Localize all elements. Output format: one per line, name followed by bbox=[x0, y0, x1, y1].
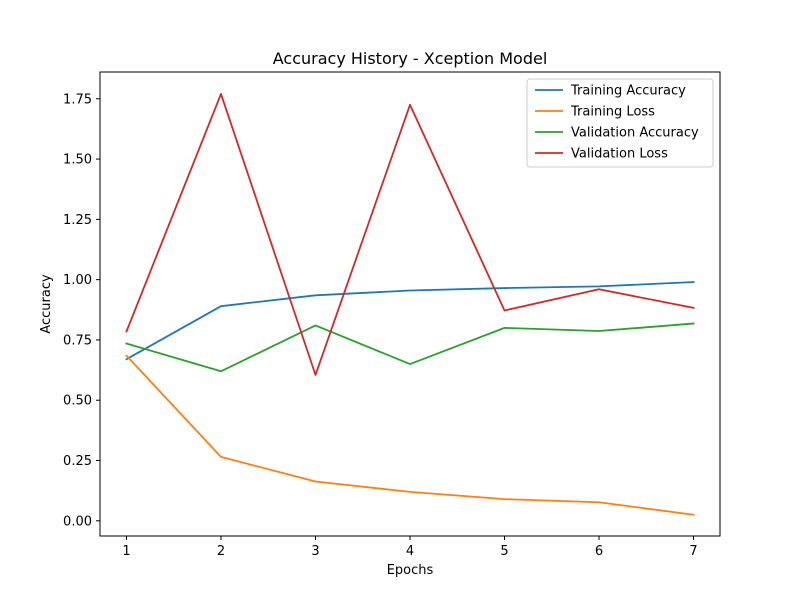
x-tick-label: 1 bbox=[122, 544, 130, 559]
y-tick-label: 1.00 bbox=[63, 273, 92, 288]
legend-label: Training Accuracy bbox=[570, 84, 686, 99]
legend-label: Training Loss bbox=[570, 105, 655, 120]
x-tick-label: 5 bbox=[500, 544, 508, 559]
legend-label: Validation Loss bbox=[571, 147, 668, 162]
x-axis-ticks: 1 2 3 4 5 6 7 bbox=[122, 536, 698, 559]
x-tick-label: 6 bbox=[595, 544, 603, 559]
y-tick-label: 0.00 bbox=[63, 514, 92, 529]
series-line-training-loss bbox=[125, 354, 695, 516]
chart-title: Accuracy History - Xception Model bbox=[273, 49, 548, 68]
y-axis-ticks: 0.00 0.25 0.50 0.75 1.00 1.25 1.50 1.75 bbox=[63, 92, 100, 529]
x-tick-label: 3 bbox=[311, 544, 319, 559]
y-tick-label: 0.75 bbox=[63, 333, 92, 348]
y-tick-label: 1.50 bbox=[63, 153, 92, 168]
y-tick-label: 0.25 bbox=[63, 454, 92, 469]
x-tick-label: 7 bbox=[689, 544, 697, 559]
series-line-validation-loss bbox=[125, 93, 695, 376]
x-axis-label: Epochs bbox=[387, 563, 434, 578]
series-lines bbox=[125, 93, 695, 516]
legend-label: Validation Accuracy bbox=[571, 126, 699, 141]
x-tick-label: 4 bbox=[406, 544, 414, 559]
plot-frame bbox=[99, 71, 721, 537]
series-line-training-accuracy bbox=[125, 281, 695, 361]
y-tick-label: 1.75 bbox=[63, 92, 92, 107]
y-tick-label: 0.50 bbox=[63, 394, 92, 409]
series-line-validation-accuracy bbox=[125, 322, 695, 373]
y-axis-label: Accuracy bbox=[39, 274, 54, 334]
x-tick-label: 2 bbox=[217, 544, 225, 559]
legend-box bbox=[526, 78, 714, 168]
legend: Training Accuracy Training Loss Validation… bbox=[526, 78, 714, 168]
y-tick-label: 1.25 bbox=[63, 213, 92, 228]
